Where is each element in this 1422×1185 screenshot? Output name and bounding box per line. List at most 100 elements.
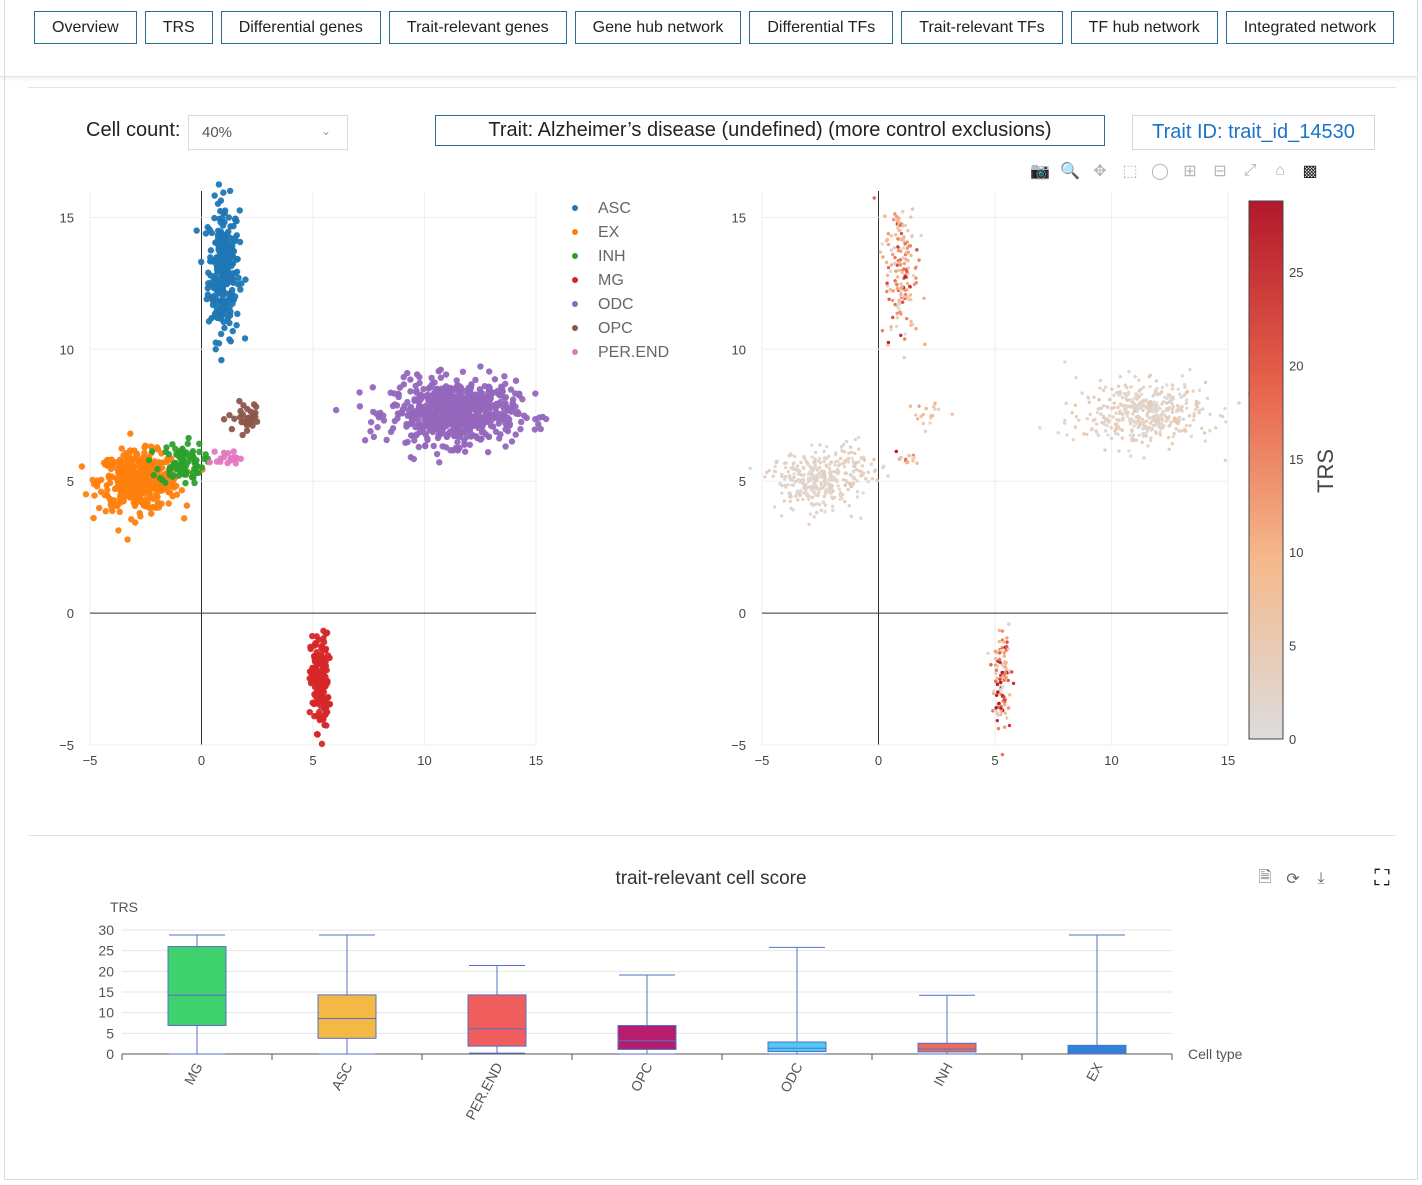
scatter-point [228,456,235,463]
scatter-point [115,483,122,490]
zoom-icon[interactable]: 🔍 [1060,163,1080,180]
umap-trs-plot[interactable]: −5 0 5 10 15 −5 0 5 10 15 0 5 10 15 20 25 TRS [722,151,1360,807]
scatter-point [799,460,803,465]
zoom-out-icon[interactable]: ⊟ [1213,163,1227,180]
scatter-point [213,299,221,306]
scatter-point [886,242,891,247]
scatter-point [1102,416,1106,420]
box-select-icon[interactable]: ⬚ [1122,163,1138,180]
scatter-point [167,482,174,490]
tab-gene-hub-network[interactable]: Gene hub network [574,11,742,44]
scatter-point [482,396,489,403]
scatter-point [1191,418,1196,422]
cell-count-select[interactable]: 40% ⌄ [188,115,348,150]
scatter-point [902,261,907,266]
tab-trait-relevant-tfs[interactable]: Trait-relevant TFs [901,11,1063,44]
scatter-point [899,455,903,460]
scatter-point [841,478,846,482]
scatter-point [893,255,897,260]
tab-tf-hub-network[interactable]: TF hub network [1070,11,1218,44]
scatter-point [903,242,907,246]
scatter-point [473,433,480,440]
download-icon[interactable]: ⤓ [1317,870,1325,887]
scatter-point [1121,416,1125,420]
scatter-point [78,463,86,470]
scatter-point [833,463,837,467]
scatter-point [1139,392,1144,397]
scatter-point [792,454,797,459]
scatter-point [891,315,895,320]
autoscale-icon[interactable]: ⤢ [1243,162,1257,179]
scatter-point [1056,431,1060,435]
scatter-point [451,393,458,400]
tab-trs[interactable]: TRS [144,11,213,44]
scatter-point [1103,429,1108,433]
scatter-point [796,469,800,473]
scatter-point [803,487,808,492]
scatter-point [1166,408,1170,412]
tab-trait-relevant-genes[interactable]: Trait-relevant genes [388,11,567,44]
scatter-point [221,324,228,332]
scatter-point [819,508,823,512]
scatter-point [1103,385,1108,389]
scatter-point [220,189,227,196]
scatter-point [1223,406,1227,411]
reset-axes-icon[interactable]: ⌂ [1275,162,1285,179]
scatter-point [318,644,325,652]
scatter-point [1181,417,1186,421]
scatter-point [323,722,330,729]
scatter-point [816,492,820,496]
scatter-point [471,391,479,399]
scatter-point [1120,395,1125,400]
scatter-point [1142,456,1146,460]
data-view-icon[interactable]: 🗎 [1258,868,1272,886]
scatter-point [1197,401,1201,405]
tab-integrated-network[interactable]: Integrated network [1225,11,1395,44]
lasso-icon[interactable]: ◯ [1151,163,1169,180]
scatter-point [1141,400,1146,404]
zoom-in-icon[interactable]: ⊞ [1183,163,1197,180]
scatter-point [213,458,221,465]
scatter-point [819,481,823,485]
scatter-point [165,488,172,496]
scatter-point [1223,458,1228,463]
scatter-point [1002,640,1006,644]
tab-differential-tfs[interactable]: Differential TFs [749,11,894,44]
scatter-point [928,421,932,425]
scatter-point [1113,422,1118,426]
scatter-point [893,212,897,216]
scatter-point [1166,393,1171,397]
umap-celltype-panel: −5 0 5 10 15 −5 0 5 10 15 ASC EX INH MG ODC OPC PER.END [50,151,688,807]
scatter-point [796,472,801,476]
scatter-point [481,413,488,420]
tab-differential-genes[interactable]: Differential genes [220,11,381,44]
scatter-point [111,501,119,509]
scatter-point [407,376,414,383]
scatter-point [158,500,165,507]
scatter-point [215,261,222,268]
scatter-point [899,231,904,236]
y-axis-label: TRS [110,899,138,915]
pan-icon[interactable]: ✥ [1093,163,1107,180]
plotly-logo-icon[interactable]: ▩ [1302,163,1318,180]
fullscreen-icon[interactable]: ⛶ [1374,865,1390,890]
camera-icon[interactable]: 📷 [1030,163,1050,180]
scatter-point [1148,408,1153,413]
scatter-point [902,295,906,299]
scatter-point [117,467,124,474]
scatter-point [470,401,478,409]
scatter-point [1197,410,1201,415]
scatter-point [443,392,450,400]
scatter-point [818,465,822,470]
trait-id-link[interactable]: Trait ID: trait_id_14530 [1132,115,1375,150]
umap-celltype-plot[interactable]: −5 0 5 10 15 −5 0 5 10 15 ASC EX INH MG ODC OPC PER.END [50,151,688,807]
y-tick-label: 10 [98,1005,114,1021]
tab-overview[interactable]: Overview [34,11,137,44]
scatter-point [1141,434,1146,438]
y-tick-label: 10 [732,342,746,357]
scatter-point [124,480,131,488]
scatter-point [532,390,539,397]
scatter-point [889,325,893,329]
restore-icon[interactable]: ⟳ [1286,871,1300,888]
scatter-point [316,654,324,661]
